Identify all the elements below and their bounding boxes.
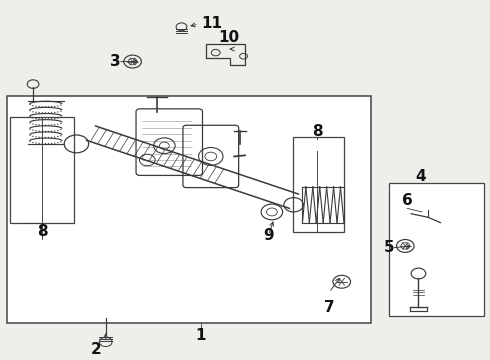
Text: 3: 3 <box>110 54 121 69</box>
Text: 6: 6 <box>402 193 413 208</box>
Text: 1: 1 <box>196 328 206 343</box>
Text: 2: 2 <box>91 342 101 357</box>
Bar <box>389 183 485 316</box>
Text: 7: 7 <box>324 300 334 315</box>
Bar <box>10 117 74 223</box>
Text: 9: 9 <box>263 228 274 243</box>
Bar <box>6 95 370 323</box>
Text: 8: 8 <box>312 124 322 139</box>
Text: 10: 10 <box>219 31 240 45</box>
Text: 8: 8 <box>37 224 48 239</box>
Text: 4: 4 <box>416 168 426 184</box>
Text: 5: 5 <box>383 240 394 255</box>
Text: 11: 11 <box>201 17 222 31</box>
Bar <box>293 137 344 231</box>
